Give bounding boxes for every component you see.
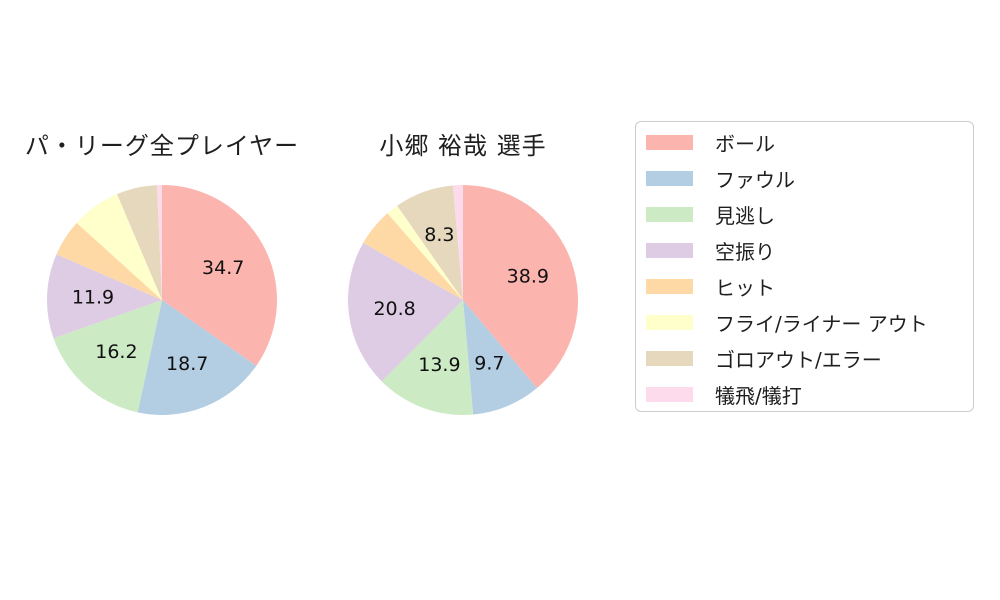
pie-slice-sacrifice xyxy=(156,185,162,300)
slice-value-label-groundout-error: 8.3 xyxy=(424,224,454,246)
legend-swatch-called-strike xyxy=(646,206,693,222)
chart-title-right: 小郷 裕哉 選手 xyxy=(379,132,547,160)
legend-swatch-fly-liner-out xyxy=(646,314,693,330)
legend: ボールファウル見逃し空振りヒットフライ/ライナー アウト ゴロアウト/エラー 犠飛/… xyxy=(635,121,974,412)
slice-value-label-called-strike: 13.9 xyxy=(418,354,460,376)
legend-item-ball: ボール xyxy=(636,124,973,160)
legend-item-label: フライ/ライナー アウト xyxy=(715,311,928,336)
legend-item-fly-liner-out: フライ/ライナー アウト xyxy=(636,304,973,340)
pie-slice-fly-liner-out xyxy=(387,205,463,300)
legend-item-swinging-strike: 空振り xyxy=(636,232,973,268)
pie-slice-ball xyxy=(463,185,578,389)
slice-value-label-ball: 38.9 xyxy=(507,265,549,287)
pie-slice-swinging-strike xyxy=(47,254,163,339)
legend-item-sacrifice: 犠飛/犠打 xyxy=(636,376,973,412)
slice-value-label-foul: 18.7 xyxy=(166,353,208,375)
legend-swatch-swinging-strike xyxy=(646,242,693,258)
legend-swatch-hit xyxy=(646,278,693,294)
legend-swatch-foul xyxy=(646,170,693,186)
pie-slice-ball xyxy=(162,185,277,366)
slice-value-label-called-strike: 16.2 xyxy=(95,341,137,363)
legend-swatch-sacrifice xyxy=(646,386,693,402)
pie-slice-sacrifice xyxy=(452,185,463,300)
slice-value-label-swinging-strike: 11.9 xyxy=(72,287,114,309)
slice-value-label-foul: 9.7 xyxy=(474,353,504,375)
pie-slice-hit xyxy=(363,213,463,300)
pie-slice-called-strike xyxy=(53,300,163,413)
pie-slice-called-strike xyxy=(381,300,474,415)
legend-item-label: 犠飛/犠打 xyxy=(715,383,802,408)
legend-item-label: ボール xyxy=(715,131,775,156)
legend-item-called-strike: 見逃し xyxy=(636,196,973,232)
pie-slice-groundout-error xyxy=(116,185,162,300)
legend-item-foul: ファウル xyxy=(636,160,973,196)
legend-item-label: 空振り xyxy=(715,239,775,264)
legend-item-groundout-error: ゴロアウト/エラー xyxy=(636,340,973,376)
pie-slice-swinging-strike xyxy=(348,242,463,382)
pie-slice-foul xyxy=(463,300,537,415)
pie-slice-groundout-error xyxy=(397,185,463,300)
slice-value-label-swinging-strike: 20.8 xyxy=(373,298,415,320)
legend-item-label: ゴロアウト/エラー xyxy=(715,347,882,372)
chart-title-left: パ・リーグ全プレイヤー xyxy=(24,132,300,160)
legend-item-label: ファウル xyxy=(715,167,795,192)
legend-swatch-groundout-error xyxy=(646,350,693,366)
slice-value-label-ball: 34.7 xyxy=(202,257,244,279)
pie-chart-right: 38.9 9.7 13.9 20.8 8.3 xyxy=(348,185,578,415)
legend-item-label: ヒット xyxy=(715,275,775,300)
pie-chart-left: 34.7 18.7 16.2 11.9 xyxy=(47,185,277,415)
pie-slice-foul xyxy=(137,300,257,415)
pie-slice-fly-liner-out xyxy=(76,194,162,300)
legend-swatch-ball xyxy=(646,134,693,150)
pie-slice-hit xyxy=(56,222,162,300)
legend-item-hit: ヒット xyxy=(636,268,973,304)
legend-item-label: 見逃し xyxy=(715,203,775,228)
